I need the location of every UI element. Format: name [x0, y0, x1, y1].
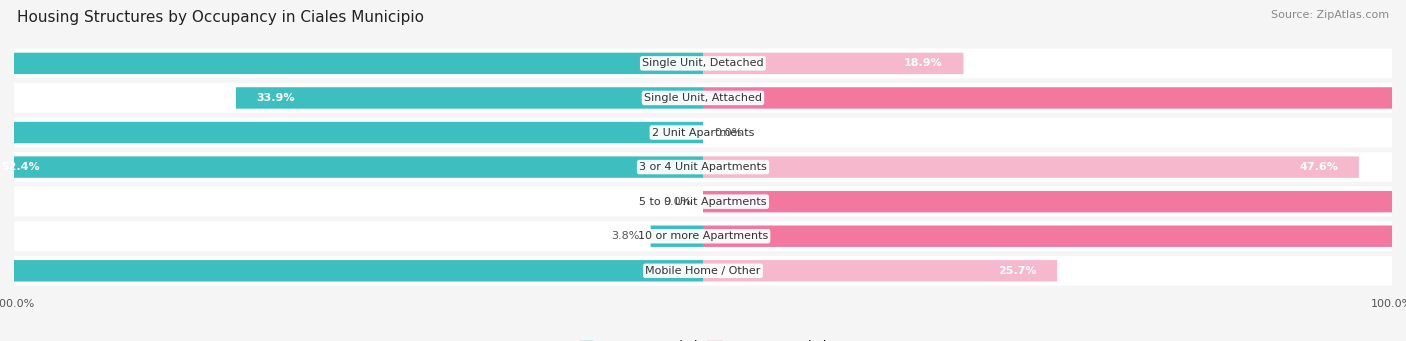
- Text: 5 to 9 Unit Apartments: 5 to 9 Unit Apartments: [640, 197, 766, 207]
- FancyBboxPatch shape: [0, 260, 703, 282]
- FancyBboxPatch shape: [703, 157, 1358, 178]
- Text: 2 Unit Apartments: 2 Unit Apartments: [652, 128, 754, 137]
- Text: 25.7%: 25.7%: [998, 266, 1036, 276]
- FancyBboxPatch shape: [236, 87, 703, 109]
- Text: 3.8%: 3.8%: [612, 231, 640, 241]
- Text: 0.0%: 0.0%: [664, 197, 692, 207]
- Text: 33.9%: 33.9%: [256, 93, 295, 103]
- FancyBboxPatch shape: [14, 221, 1392, 251]
- Text: Housing Structures by Occupancy in Ciales Municipio: Housing Structures by Occupancy in Ciale…: [17, 10, 423, 25]
- FancyBboxPatch shape: [0, 157, 703, 178]
- Text: 18.9%: 18.9%: [904, 58, 943, 69]
- FancyBboxPatch shape: [14, 48, 1392, 78]
- FancyBboxPatch shape: [703, 87, 1406, 109]
- FancyBboxPatch shape: [14, 118, 1392, 147]
- Text: Mobile Home / Other: Mobile Home / Other: [645, 266, 761, 276]
- Text: 3 or 4 Unit Apartments: 3 or 4 Unit Apartments: [640, 162, 766, 172]
- FancyBboxPatch shape: [703, 225, 1406, 247]
- FancyBboxPatch shape: [651, 225, 703, 247]
- Text: 10 or more Apartments: 10 or more Apartments: [638, 231, 768, 241]
- FancyBboxPatch shape: [14, 152, 1392, 182]
- Text: 52.4%: 52.4%: [1, 162, 41, 172]
- Text: Single Unit, Attached: Single Unit, Attached: [644, 93, 762, 103]
- FancyBboxPatch shape: [703, 53, 963, 74]
- Text: 0.0%: 0.0%: [714, 128, 742, 137]
- FancyBboxPatch shape: [703, 191, 1406, 212]
- Text: 47.6%: 47.6%: [1299, 162, 1339, 172]
- Text: Single Unit, Detached: Single Unit, Detached: [643, 58, 763, 69]
- FancyBboxPatch shape: [14, 256, 1392, 286]
- FancyBboxPatch shape: [0, 122, 703, 143]
- FancyBboxPatch shape: [14, 83, 1392, 113]
- FancyBboxPatch shape: [14, 187, 1392, 217]
- FancyBboxPatch shape: [0, 53, 703, 74]
- Legend: Owner-occupied, Renter-occupied: Owner-occupied, Renter-occupied: [574, 336, 832, 341]
- FancyBboxPatch shape: [703, 260, 1057, 282]
- Text: Source: ZipAtlas.com: Source: ZipAtlas.com: [1271, 10, 1389, 20]
